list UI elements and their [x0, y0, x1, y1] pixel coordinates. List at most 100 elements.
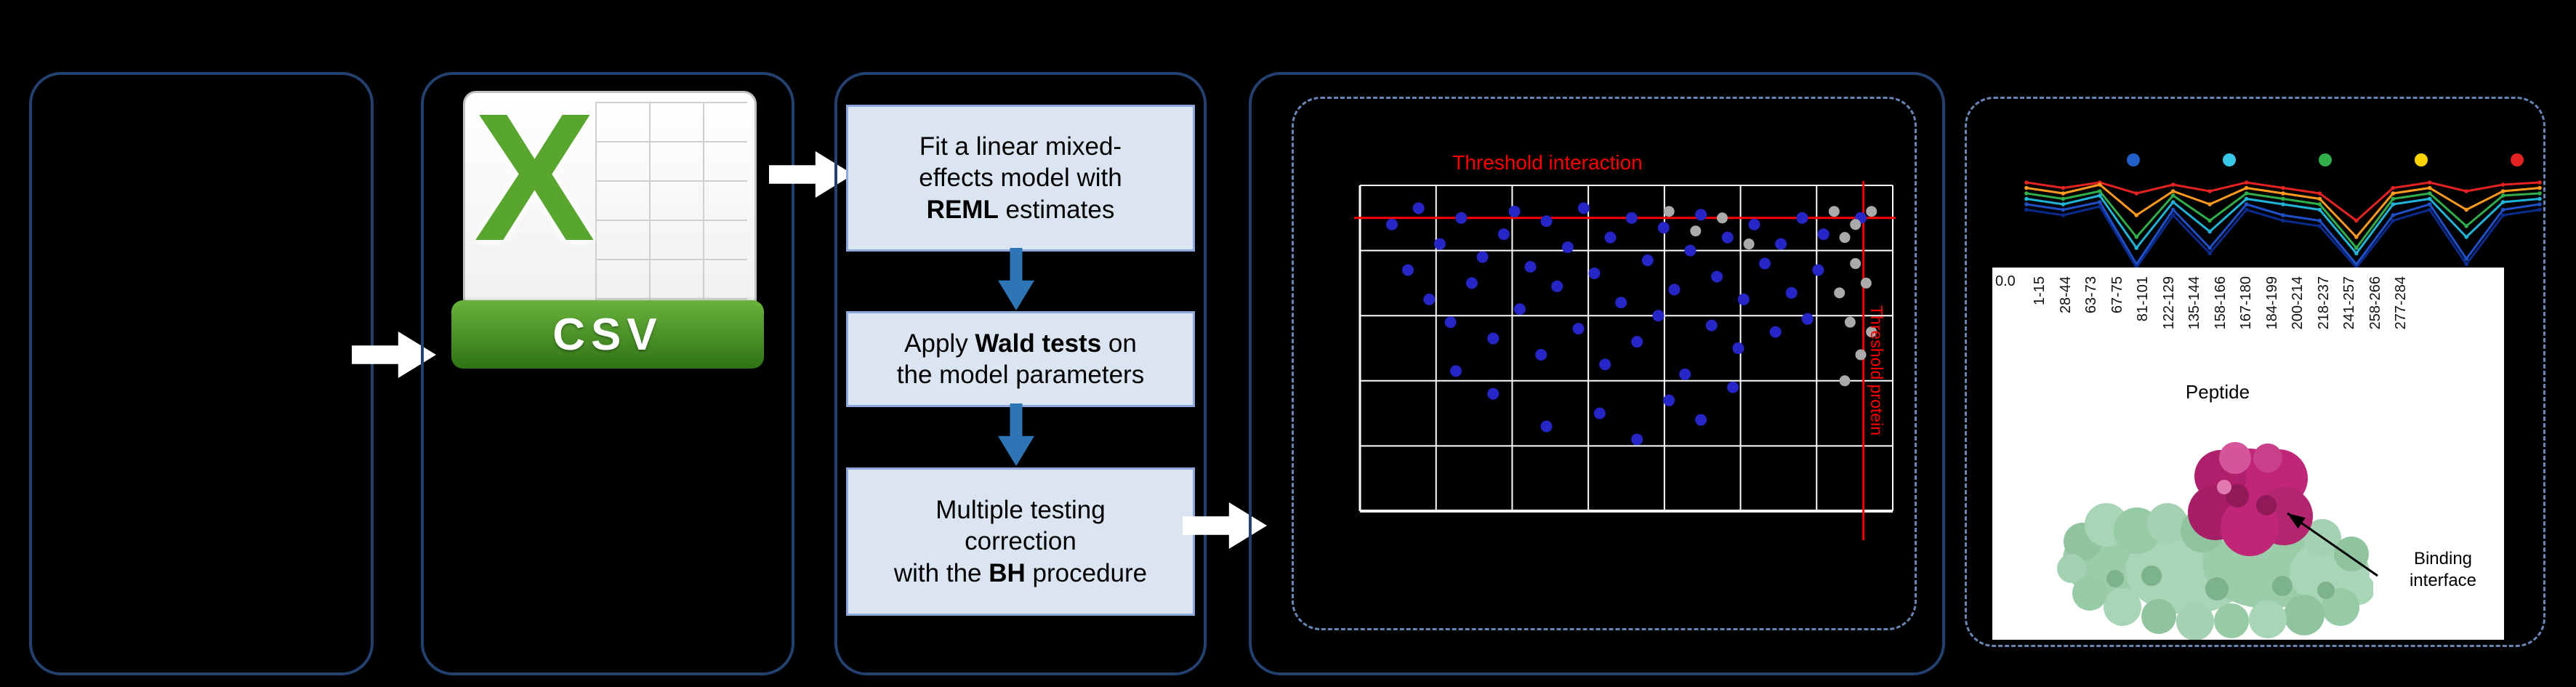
scatter-point-nonsignificant — [1839, 232, 1851, 244]
legend-dot-icon — [2127, 153, 2140, 166]
scatter-point-significant — [1412, 202, 1425, 214]
scatter-point-significant — [1444, 316, 1457, 329]
profile-marker — [2391, 196, 2396, 201]
profile-marker — [2281, 218, 2285, 223]
profile-marker — [2500, 189, 2505, 193]
step-bh: Multiple testing correction with the BH … — [846, 467, 1195, 616]
scatter-point-nonsignificant — [1855, 349, 1867, 361]
profile-marker — [2537, 202, 2542, 206]
scatter-point-nonsignificant — [1716, 212, 1728, 224]
profile-marker — [2170, 213, 2175, 217]
profile-marker — [2024, 185, 2029, 190]
y-tick-label: 0.0 — [1995, 273, 2016, 289]
csv-file-icon: X CSV — [451, 91, 764, 369]
scatter-point-nonsignificant — [1866, 206, 1877, 217]
scatter-point-significant — [1785, 286, 1798, 299]
peptide-tick-label: 122-129 — [2160, 276, 2177, 330]
profile-marker — [2500, 213, 2505, 217]
profile-marker — [2317, 218, 2322, 223]
profile-marker — [2170, 207, 2175, 212]
threshold-interaction-label: Threshold interaction — [1452, 151, 1643, 174]
profile-marker — [2207, 202, 2212, 206]
profile-marker — [2391, 202, 2396, 206]
step-reml: Fit a linear mixed- effects model with R… — [846, 105, 1195, 252]
profile-marker — [2391, 191, 2396, 196]
profile-marker — [2244, 180, 2249, 185]
scatter-point-significant — [1695, 414, 1707, 426]
profile-marker — [2170, 193, 2175, 198]
scatter-point-significant — [1711, 270, 1723, 283]
scatter-point-significant — [1540, 215, 1553, 228]
profile-marker — [2244, 191, 2249, 196]
scatter-point-significant — [1423, 293, 1436, 305]
profile-marker — [2317, 224, 2322, 228]
scatter-point-nonsignificant — [1834, 287, 1846, 299]
scatter-point-significant — [1732, 342, 1744, 354]
profile-marker — [2170, 182, 2175, 187]
profile-marker — [2098, 204, 2102, 209]
scatter-point-significant — [1476, 251, 1489, 263]
profile-marker — [2024, 191, 2029, 196]
legend-dot-icon — [2223, 153, 2236, 166]
profile-marker — [2427, 180, 2432, 185]
profile-marker — [2464, 235, 2468, 239]
profile-marker — [2464, 224, 2468, 228]
scatter-point-significant — [1508, 205, 1521, 217]
profile-marker — [2134, 246, 2139, 250]
profile-marker — [2281, 213, 2285, 217]
scatter-point-significant — [1572, 323, 1585, 335]
legend-dot-icon — [2511, 153, 2524, 166]
peptide-tick-label: 158-166 — [2212, 276, 2229, 330]
scatter-point-significant — [1577, 202, 1590, 214]
peptide-tick-label: 277-284 — [2393, 276, 2409, 330]
profile-marker — [2207, 246, 2212, 250]
peptide-tick-label: 218-237 — [2315, 276, 2332, 330]
scatter-point-significant — [1769, 326, 1782, 338]
peptide-tick-label: 167-180 — [2238, 276, 2254, 330]
profile-marker — [2537, 207, 2542, 212]
profile-marker — [2354, 235, 2359, 239]
peptide-tick-label: 63-73 — [2083, 276, 2099, 314]
scatter-point-significant — [1487, 387, 1500, 400]
profile-marker — [2317, 207, 2322, 212]
profile-marker — [2427, 207, 2432, 212]
profile-marker — [2281, 202, 2285, 206]
peptide-tick-label: 135-144 — [2186, 276, 2202, 330]
profile-marker — [2281, 185, 2285, 190]
profile-marker — [2207, 189, 2212, 193]
volcano-plot-svg — [1354, 181, 1896, 540]
profile-marker — [2134, 213, 2139, 217]
profile-marker — [2244, 196, 2249, 201]
volcano-plot: Threshold protein — [1354, 181, 1896, 540]
step-down-arrow-icon — [998, 248, 1034, 310]
scatter-point-significant — [1513, 303, 1526, 316]
volcano-result-box: Threshold interaction Threshold protein — [1249, 72, 1945, 675]
scatter-point-significant — [1401, 264, 1414, 276]
scatter-point-nonsignificant — [1839, 375, 1851, 387]
scatter-point-significant — [1497, 228, 1510, 241]
scatter-point-significant — [1615, 297, 1627, 309]
scatter-point-significant — [1604, 231, 1617, 244]
profile-marker — [2061, 185, 2066, 190]
step-reml-text: Fit a linear mixed- effects model with R… — [919, 132, 1122, 224]
profile-marker — [2281, 196, 2285, 201]
profile-marker — [2024, 196, 2029, 201]
profile-marker — [2061, 191, 2066, 196]
scatter-point-significant — [1652, 310, 1665, 322]
scatter-point-significant — [1796, 212, 1808, 224]
peptide-tick-label: 81-101 — [2135, 276, 2151, 322]
scatter-point-significant — [1663, 394, 1675, 406]
scatter-point-significant — [1449, 365, 1462, 377]
profile-marker — [2098, 193, 2102, 198]
profile-marker — [2207, 229, 2212, 234]
scatter-point-significant — [1721, 231, 1734, 244]
scatter-point-significant — [1599, 358, 1611, 371]
scatter-point-significant — [1455, 212, 1468, 224]
profile-marker — [2427, 185, 2432, 190]
scatter-point-significant — [1727, 381, 1739, 393]
scatter-point-nonsignificant — [1690, 225, 1702, 237]
scatter-point-significant — [1668, 284, 1681, 296]
profile-marker — [2098, 182, 2102, 187]
scatter-point-significant — [1657, 222, 1670, 234]
